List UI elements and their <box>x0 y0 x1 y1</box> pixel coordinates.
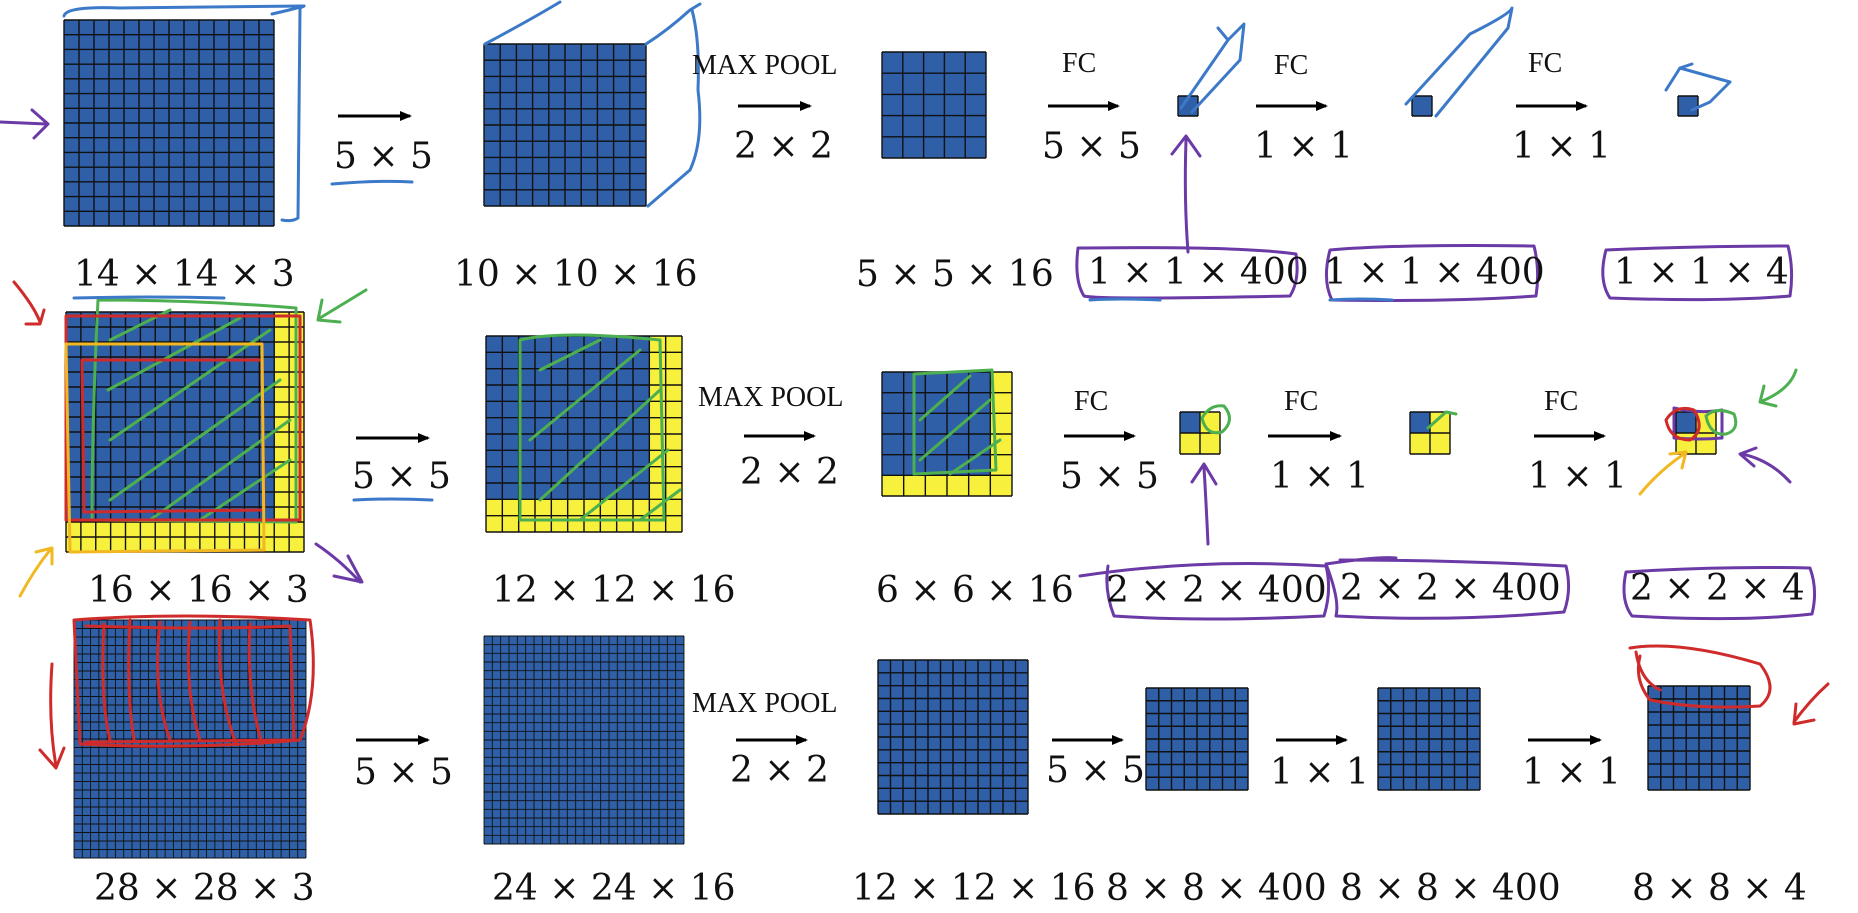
row3-fc1-grid-lines <box>1145 687 1249 791</box>
row3-conv-grid <box>483 635 685 845</box>
row2-fc1-grid <box>1179 411 1221 455</box>
row3-input-dims: 28 × 28 × 3 <box>94 868 315 908</box>
row1-out-dims: 1 × 1 × 4 <box>1614 252 1789 293</box>
row2-fc2-dims: 2 × 2 × 400 <box>1340 568 1561 609</box>
row1-conv-grid <box>483 43 647 207</box>
row3-out-dims: 8 × 8 × 4 <box>1632 868 1807 908</box>
row1-fc1-size: 5 × 5 <box>1042 126 1141 167</box>
row3-fc1-grid <box>1145 687 1249 791</box>
row3-pool-title: MAX POOL <box>692 688 837 719</box>
row1-fc2-title: FC <box>1274 50 1308 81</box>
row2-fc2-title: FC <box>1284 386 1318 417</box>
row2-fc1-grid-window-region <box>1180 412 1200 433</box>
row3-pool-grid <box>877 659 1029 815</box>
row1-fc2-dims: 1 × 1 × 400 <box>1324 252 1545 293</box>
row1-fc2-grid-lines <box>1411 95 1433 117</box>
row3-fc2-grid <box>1377 687 1481 791</box>
row3-fc2-dims: 8 × 8 × 400 <box>1340 868 1561 908</box>
row1-fc3-grid <box>1677 95 1699 117</box>
pen-annotations-green <box>90 288 1798 524</box>
row2-conv-grid <box>485 335 683 533</box>
row3-fc1-size: 5 × 5 <box>1046 750 1145 791</box>
row3-fc2-grid-lines <box>1377 687 1481 791</box>
pen-annotations-orange <box>18 342 1688 598</box>
row2-pool-title: MAX POOL <box>698 382 843 413</box>
row2-pool-size: 2 × 2 <box>740 452 839 493</box>
row2-fc3-size: 1 × 1 <box>1528 456 1627 497</box>
row1-pool-dims: 5 × 5 × 16 <box>856 254 1054 295</box>
row3-conv-grid-lines <box>483 635 685 845</box>
row3-fc2-size: 1 × 1 <box>1270 752 1369 793</box>
row1-pool-grid <box>881 51 987 159</box>
row2-pool-dims: 6 × 6 × 16 <box>876 570 1074 611</box>
row1-input-grid <box>63 19 275 227</box>
row2-fc2-grid <box>1409 411 1451 455</box>
row2-fc2-grid-window-region <box>1410 412 1430 433</box>
row2-conv-size: 5 × 5 <box>352 456 451 497</box>
row2-fc1-size: 5 × 5 <box>1060 456 1159 497</box>
row1-fc2-grid-window-region <box>1412 96 1432 116</box>
row2-out-dims: 2 × 2 × 4 <box>1630 568 1805 609</box>
row2-input-dims: 16 × 16 × 3 <box>88 570 309 611</box>
row1-conv-grid-lines <box>483 43 647 207</box>
row2-fc3-grid-window-region <box>1676 412 1696 433</box>
pen-annotations-blue <box>62 0 1732 223</box>
row1-conv-size: 5 × 5 <box>334 136 433 177</box>
row1-pool-size: 2 × 2 <box>734 126 833 167</box>
row1-fc3-size: 1 × 1 <box>1512 126 1611 167</box>
row2-fc3-title: FC <box>1544 386 1578 417</box>
row1-fc1-dims: 1 × 1 × 400 <box>1088 252 1309 293</box>
row3-fc1-dims: 8 × 8 × 400 <box>1106 868 1327 908</box>
row3-conv-dims: 24 × 24 × 16 <box>492 868 736 908</box>
pen-underlines <box>72 295 1394 502</box>
feature-map-grids <box>63 19 1751 859</box>
row1-fc3-title: FC <box>1528 48 1562 79</box>
row1-fc2-size: 1 × 1 <box>1254 126 1353 167</box>
operation-arrows <box>338 101 1606 745</box>
row1-fc2-grid <box>1411 95 1433 117</box>
row2-fc1-dims: 2 × 2 × 400 <box>1106 570 1327 611</box>
row1-pool-grid-lines <box>881 51 987 159</box>
row1-pool-title: MAX POOL <box>692 50 837 81</box>
row1-fc3-grid-window-region <box>1678 96 1698 116</box>
row3-pool-dims: 12 × 12 × 16 <box>852 868 1096 908</box>
row3-conv-size: 5 × 5 <box>354 752 453 793</box>
row3-pool-size: 2 × 2 <box>730 750 829 791</box>
row2-fc1-title: FC <box>1074 386 1108 417</box>
row2-conv-dims: 12 × 12 × 16 <box>492 570 736 611</box>
row1-fc1-title: FC <box>1062 48 1096 79</box>
row2-pool-grid-window-region <box>882 372 991 476</box>
row1-pool-grid-window-region <box>882 52 986 158</box>
row3-out-grid-lines <box>1647 685 1751 791</box>
row2-fc2-size: 1 × 1 <box>1270 456 1369 497</box>
row1-input-grid-lines <box>63 19 275 227</box>
row1-conv-dims: 10 × 10 × 16 <box>454 254 698 295</box>
row3-fc3-size: 1 × 1 <box>1522 752 1621 793</box>
row1-input-dims: 14 × 14 × 3 <box>74 254 295 295</box>
row3-pool-grid-lines <box>877 659 1029 815</box>
row2-fc2-grid-lines <box>1409 411 1451 455</box>
pen-annotations-red <box>12 280 1830 770</box>
